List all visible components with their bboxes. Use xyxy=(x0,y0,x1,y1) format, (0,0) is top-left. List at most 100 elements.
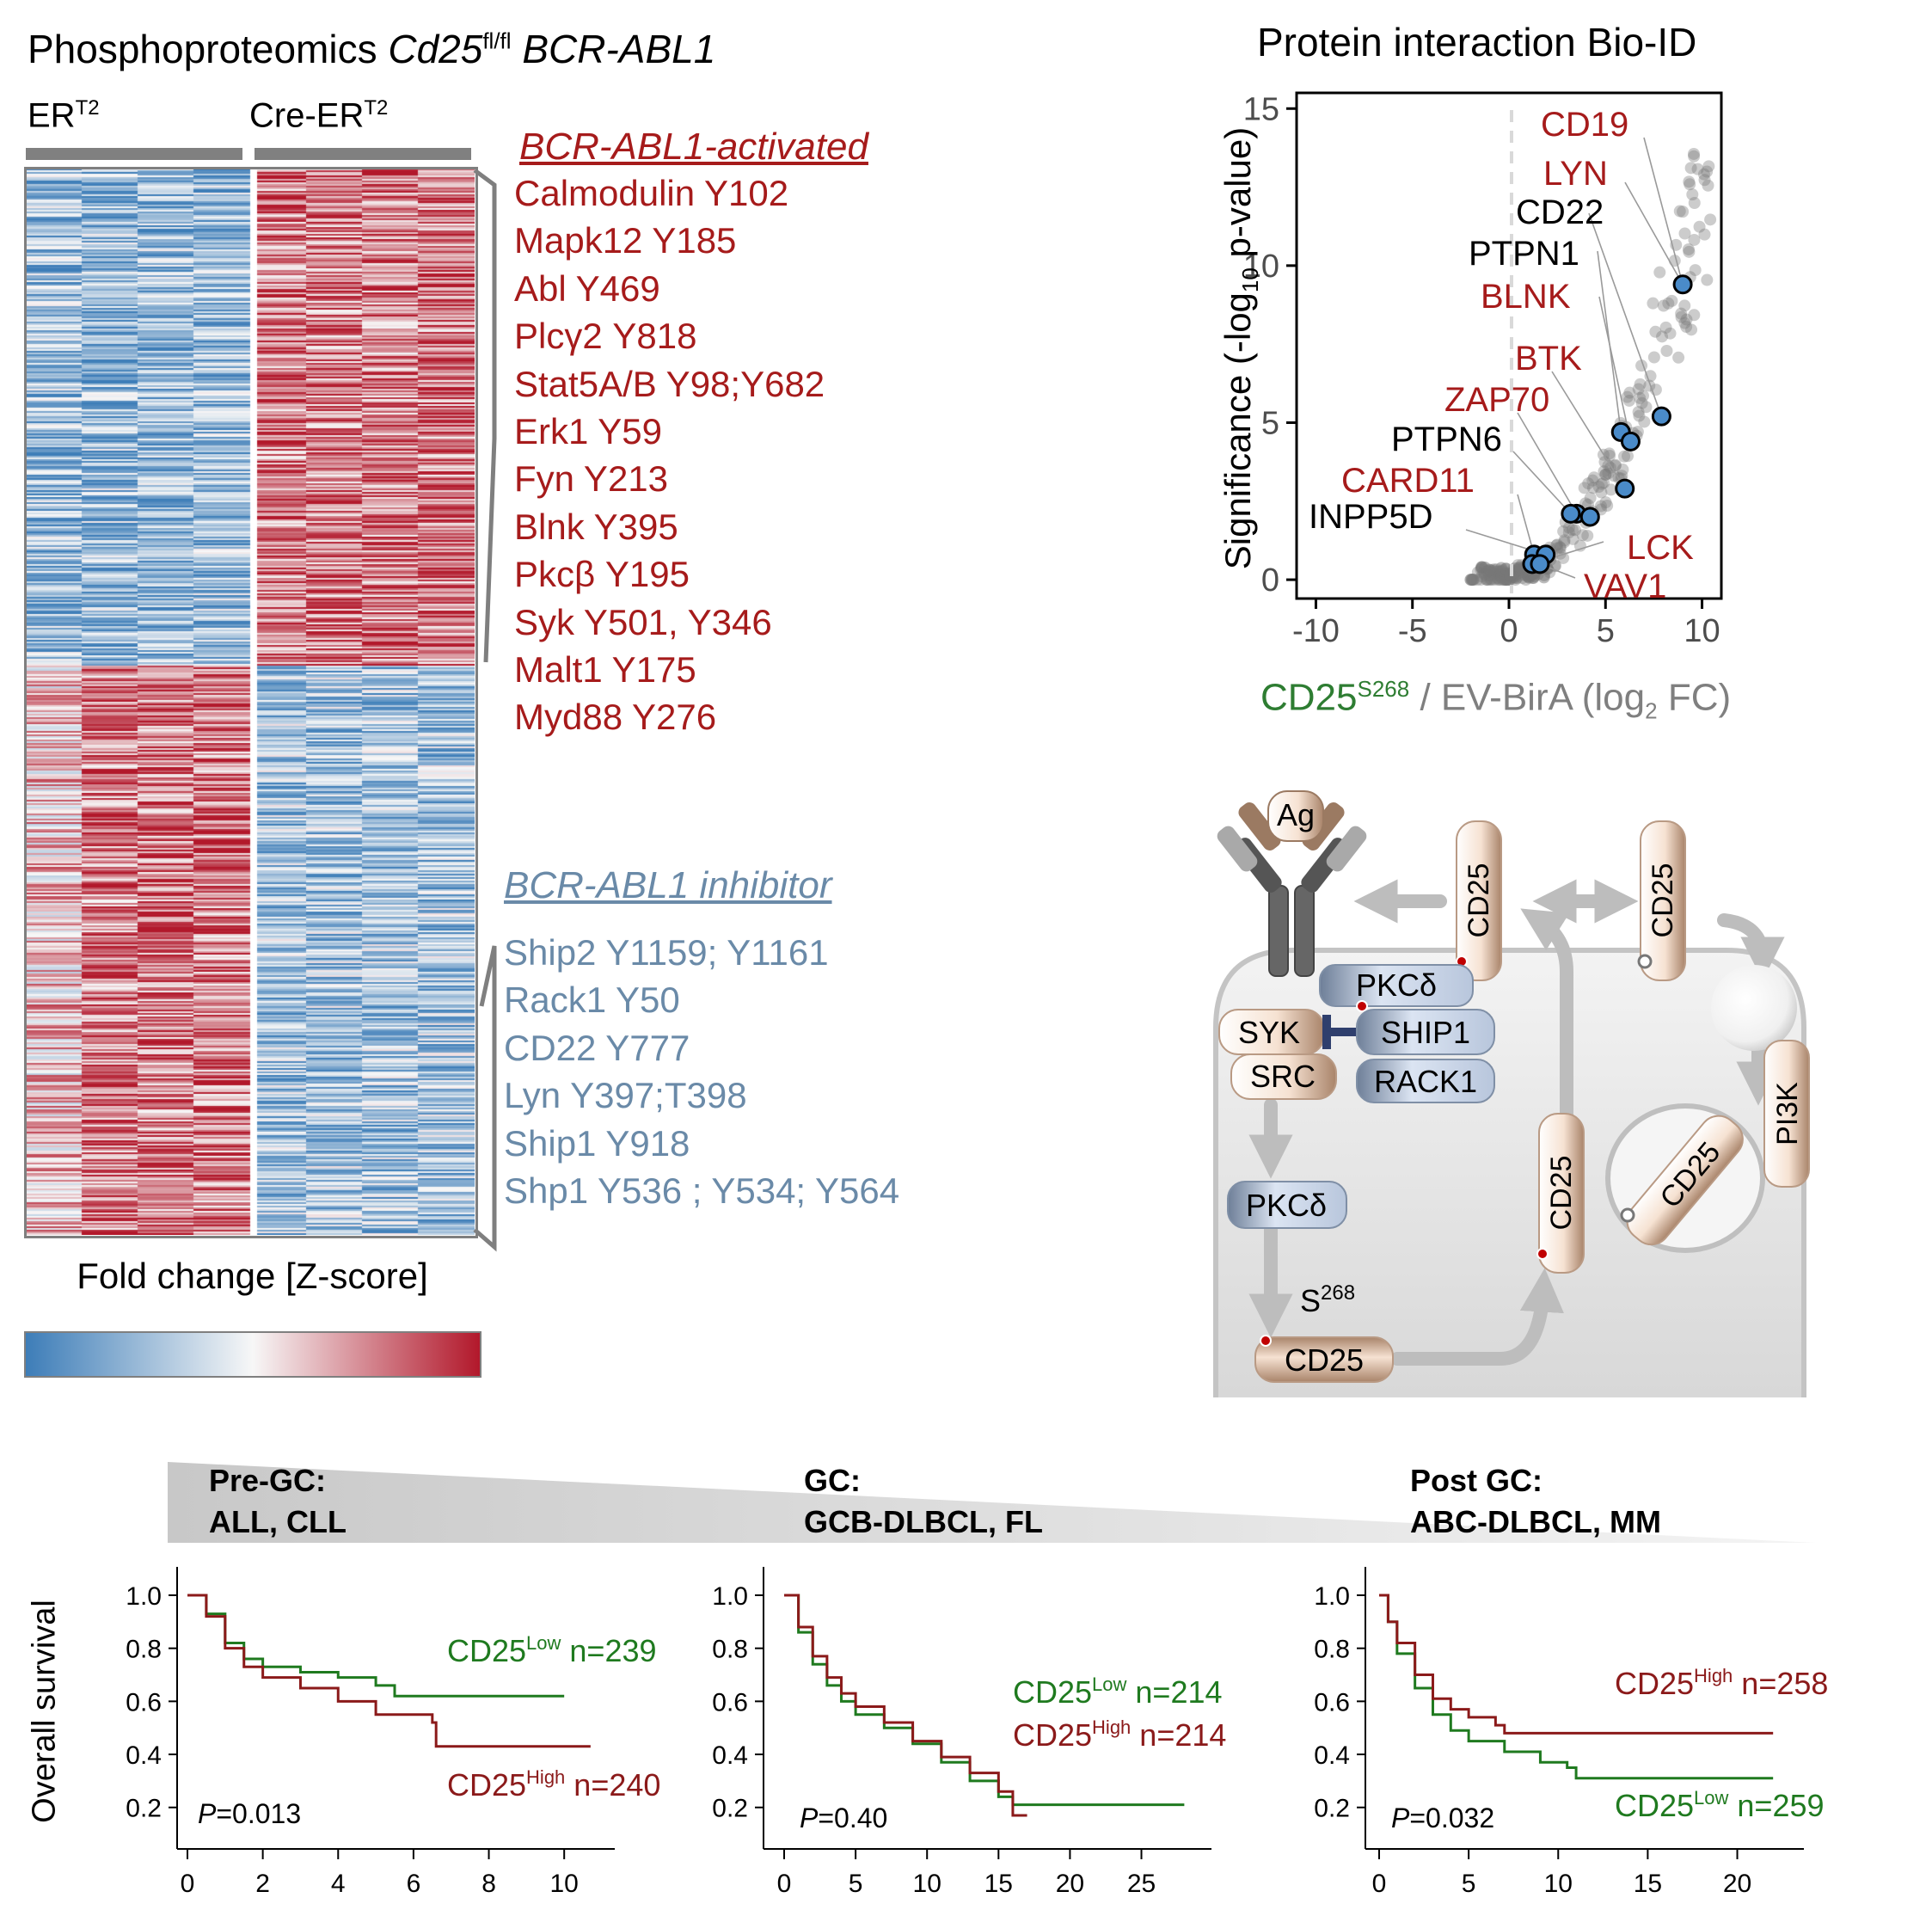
bg-point xyxy=(1576,529,1589,542)
km-header-gc: GC: GCB-DLBCL, FL xyxy=(804,1460,1043,1543)
bg-point xyxy=(1649,325,1662,338)
unphospho-dot xyxy=(1637,954,1653,969)
km-p-value: P=0.40 xyxy=(800,1803,887,1833)
bioid-xlabel-b-sub: 2 xyxy=(1645,697,1658,724)
bioid-label-blnk: BLNK xyxy=(1481,278,1571,316)
bg-point xyxy=(1586,474,1599,487)
km-label-base: CD25 xyxy=(1615,1788,1694,1823)
activated-site-8: Pkcβ Y195 xyxy=(514,554,690,595)
km-y-tick-label: 0.2 xyxy=(712,1795,748,1823)
km-y-tick-label: 0.4 xyxy=(712,1741,748,1770)
km-p-label: P xyxy=(1391,1803,1410,1833)
x-tick-label: -5 xyxy=(1398,613,1427,649)
km-label-base: CD25 xyxy=(1615,1666,1694,1701)
bioid-label-inpp5d: INPP5D xyxy=(1309,498,1433,536)
bg-point xyxy=(1632,406,1645,419)
km-curve-high xyxy=(1379,1594,1774,1735)
activated-site-7: Blnk Y395 xyxy=(514,506,678,547)
bg-point xyxy=(1688,150,1701,163)
bg-point xyxy=(1562,526,1575,539)
leader-line xyxy=(1624,181,1684,286)
km-label-base: CD25 xyxy=(447,1767,526,1803)
bg-point xyxy=(1483,563,1496,576)
bg-point xyxy=(1640,401,1653,414)
km-label-n: n=259 xyxy=(1728,1788,1824,1823)
km-x-tick-label: 15 xyxy=(1634,1870,1662,1898)
activated-bracket xyxy=(473,168,497,663)
bg-point xyxy=(1582,477,1595,490)
pkcd-top-shape xyxy=(1319,964,1474,1007)
bg-point xyxy=(1623,386,1636,399)
cd25-cyto-label: CD25 xyxy=(1545,1156,1578,1231)
highlight-point xyxy=(1615,478,1635,499)
x-tick-label: -10 xyxy=(1292,613,1340,649)
km-x-tick-label: 4 xyxy=(331,1870,346,1898)
bg-point xyxy=(1636,390,1649,402)
group-er-base: ER xyxy=(28,96,76,135)
bg-point xyxy=(1684,178,1696,191)
km-x-tick-label: 20 xyxy=(1723,1870,1751,1898)
inhibitor-site-4: Ship1 Y918 xyxy=(504,1122,690,1164)
highlight-point xyxy=(1579,507,1600,527)
bg-point xyxy=(1586,482,1599,494)
km-label-high: CD25High n=258 xyxy=(1615,1665,1828,1701)
km-label-n: n=258 xyxy=(1733,1666,1828,1701)
highlight-point xyxy=(1651,406,1671,427)
km-y-tick-label: 0.4 xyxy=(1314,1741,1350,1770)
km-y-tick-label: 1.0 xyxy=(712,1582,748,1611)
heatmap-title-sup: fl/fl xyxy=(482,28,512,54)
inhibitor-site-0: Ship2 Y1159; Y1161 xyxy=(504,932,829,973)
leader-line xyxy=(1598,296,1632,442)
heatmap-title-pre: Phosphoproteomics xyxy=(28,27,389,71)
km-x-tick-label: 20 xyxy=(1056,1870,1084,1898)
bg-point xyxy=(1607,470,1620,482)
km-y-tick-label: 0.2 xyxy=(126,1795,162,1823)
cd25-bottom-shape xyxy=(1254,1336,1394,1383)
bg-point xyxy=(1653,266,1666,279)
bioid-label-cd22: CD22 xyxy=(1516,193,1604,231)
bg-point xyxy=(1647,351,1660,364)
bg-point xyxy=(1595,477,1608,490)
bg-point xyxy=(1602,459,1615,472)
bg-point xyxy=(1558,534,1571,547)
km-label-n: n=239 xyxy=(561,1633,656,1668)
km-y-tick-label: 1.0 xyxy=(126,1582,162,1611)
inhibitor-site-1: Rack1 Y50 xyxy=(504,980,680,1021)
km-x-tick-label: 2 xyxy=(255,1870,270,1898)
y-tick-label: 10 xyxy=(1243,249,1279,285)
km-x-tick-label: 8 xyxy=(481,1870,496,1898)
inhibitor-heading: BCR-ABL1 inhibitor xyxy=(504,864,832,906)
bg-point xyxy=(1680,313,1693,326)
cd25-membrane-right xyxy=(1640,820,1686,981)
arrow-cd25-to-vesicle xyxy=(1390,1268,1564,1366)
x-tick-label: 5 xyxy=(1597,613,1615,649)
bg-point xyxy=(1467,574,1480,587)
bg-point xyxy=(1464,574,1477,587)
km-label-sup: High xyxy=(526,1766,565,1788)
heatmap-title: Phosphoproteomics Cd25fl/fl BCR-ABL1 xyxy=(28,26,715,72)
km-label-n: n=214 xyxy=(1131,1717,1226,1753)
km-p-label: P xyxy=(198,1798,217,1829)
bg-point xyxy=(1683,245,1696,258)
s268-sup: 268 xyxy=(1321,1281,1355,1305)
km-label-low: CD25Low n=214 xyxy=(1013,1674,1223,1710)
bg-point xyxy=(1584,492,1597,505)
bg-point xyxy=(1659,321,1672,334)
bioid-label-ptpn6: PTPN6 xyxy=(1391,421,1502,458)
km-label-n: n=214 xyxy=(1126,1674,1222,1710)
bg-point xyxy=(1633,409,1646,422)
bg-point xyxy=(1578,482,1591,494)
bg-point xyxy=(1602,467,1615,480)
antigen-shape xyxy=(1267,790,1324,842)
km-x-tick-label: 10 xyxy=(549,1870,578,1898)
bg-point xyxy=(1598,476,1610,489)
s268-base: S xyxy=(1300,1283,1321,1318)
bg-point xyxy=(1698,228,1711,241)
km-header-post-gc-line2: ABC-DLBCL, MM xyxy=(1410,1504,1661,1539)
leader-line xyxy=(1588,212,1663,417)
bg-point xyxy=(1691,163,1704,175)
bg-point xyxy=(1599,468,1612,481)
